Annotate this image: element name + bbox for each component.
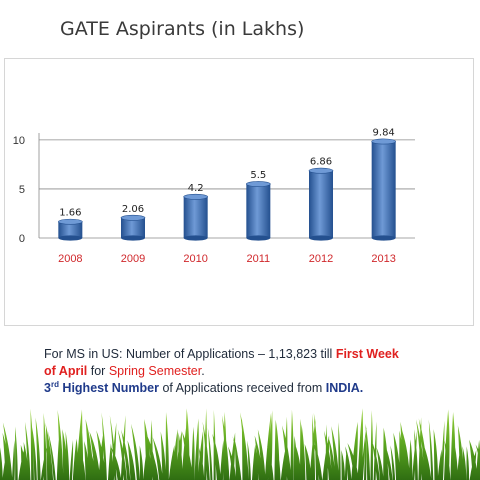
line2-for: for bbox=[87, 364, 109, 378]
line1-text: For MS in US: Number of Applications – 1… bbox=[44, 347, 336, 361]
bar bbox=[58, 221, 83, 238]
first-week-highlight: First Week bbox=[335, 347, 399, 361]
bar bbox=[121, 217, 145, 238]
y-tick-label: 10 bbox=[13, 135, 25, 147]
body-text: For MS in US: Number of Applications – 1… bbox=[44, 346, 444, 397]
bar-base bbox=[246, 235, 271, 241]
data-label: 2.06 bbox=[122, 204, 144, 215]
india-highlight: INDIA. bbox=[325, 381, 364, 395]
bar bbox=[371, 141, 396, 238]
bar-top bbox=[371, 138, 396, 145]
x-tick-label: 2012 bbox=[309, 253, 333, 265]
of-april-highlight: of April bbox=[44, 364, 88, 378]
data-label: 6.86 bbox=[310, 157, 332, 168]
slide-title: GATE Aspirants (in Lakhs) bbox=[60, 18, 305, 40]
bar-top bbox=[183, 193, 208, 200]
bar-base bbox=[121, 235, 145, 241]
bar-top bbox=[120, 214, 146, 221]
bar-base bbox=[183, 235, 208, 241]
x-tick-label: 2009 bbox=[121, 253, 145, 265]
x-tick-label: 2013 bbox=[371, 253, 395, 265]
y-tick-label: 5 bbox=[19, 184, 25, 196]
bar-top bbox=[246, 181, 271, 187]
data-label: 9.84 bbox=[373, 127, 395, 138]
bar bbox=[246, 184, 271, 238]
rank-number: 3rd Highest Number bbox=[44, 379, 159, 395]
bar-base bbox=[58, 235, 83, 241]
bar bbox=[309, 170, 333, 238]
text-line-2: of April for Spring Semester. bbox=[44, 363, 444, 380]
spring-semester-highlight: Spring Semester bbox=[108, 364, 202, 378]
y-tick-label: 0 bbox=[19, 233, 25, 245]
data-label: 4.2 bbox=[188, 183, 204, 194]
x-tick-label: 2010 bbox=[183, 253, 207, 265]
data-label: 1.66 bbox=[59, 208, 81, 219]
grass-decoration bbox=[0, 408, 480, 480]
data-label: 5.5 bbox=[250, 170, 266, 181]
grass-blades bbox=[0, 408, 480, 480]
line2-period: . bbox=[201, 364, 205, 378]
bar-top bbox=[58, 218, 83, 225]
bar-chart: 0 5 10 1.66 2008 2.06 2009 4.2 2010 5.5 2011 6.86 20… bbox=[13, 127, 415, 265]
bar-base bbox=[371, 235, 396, 241]
bar bbox=[183, 196, 208, 238]
bar-top bbox=[308, 167, 334, 174]
text-line-1: For MS in US: Number of Applications – 1… bbox=[44, 346, 444, 363]
bar-base bbox=[309, 235, 333, 241]
text-line-3: 3rd Highest Number of Applications recei… bbox=[44, 380, 444, 397]
x-tick-label: 2008 bbox=[58, 253, 82, 265]
x-tick-label: 2011 bbox=[247, 253, 271, 265]
chart-frame: 0 5 10 1.66 2008 2.06 2009 4.2 2010 5.5 2011 6.86 20… bbox=[4, 58, 474, 326]
line3-text: of Applications received from bbox=[158, 381, 326, 395]
